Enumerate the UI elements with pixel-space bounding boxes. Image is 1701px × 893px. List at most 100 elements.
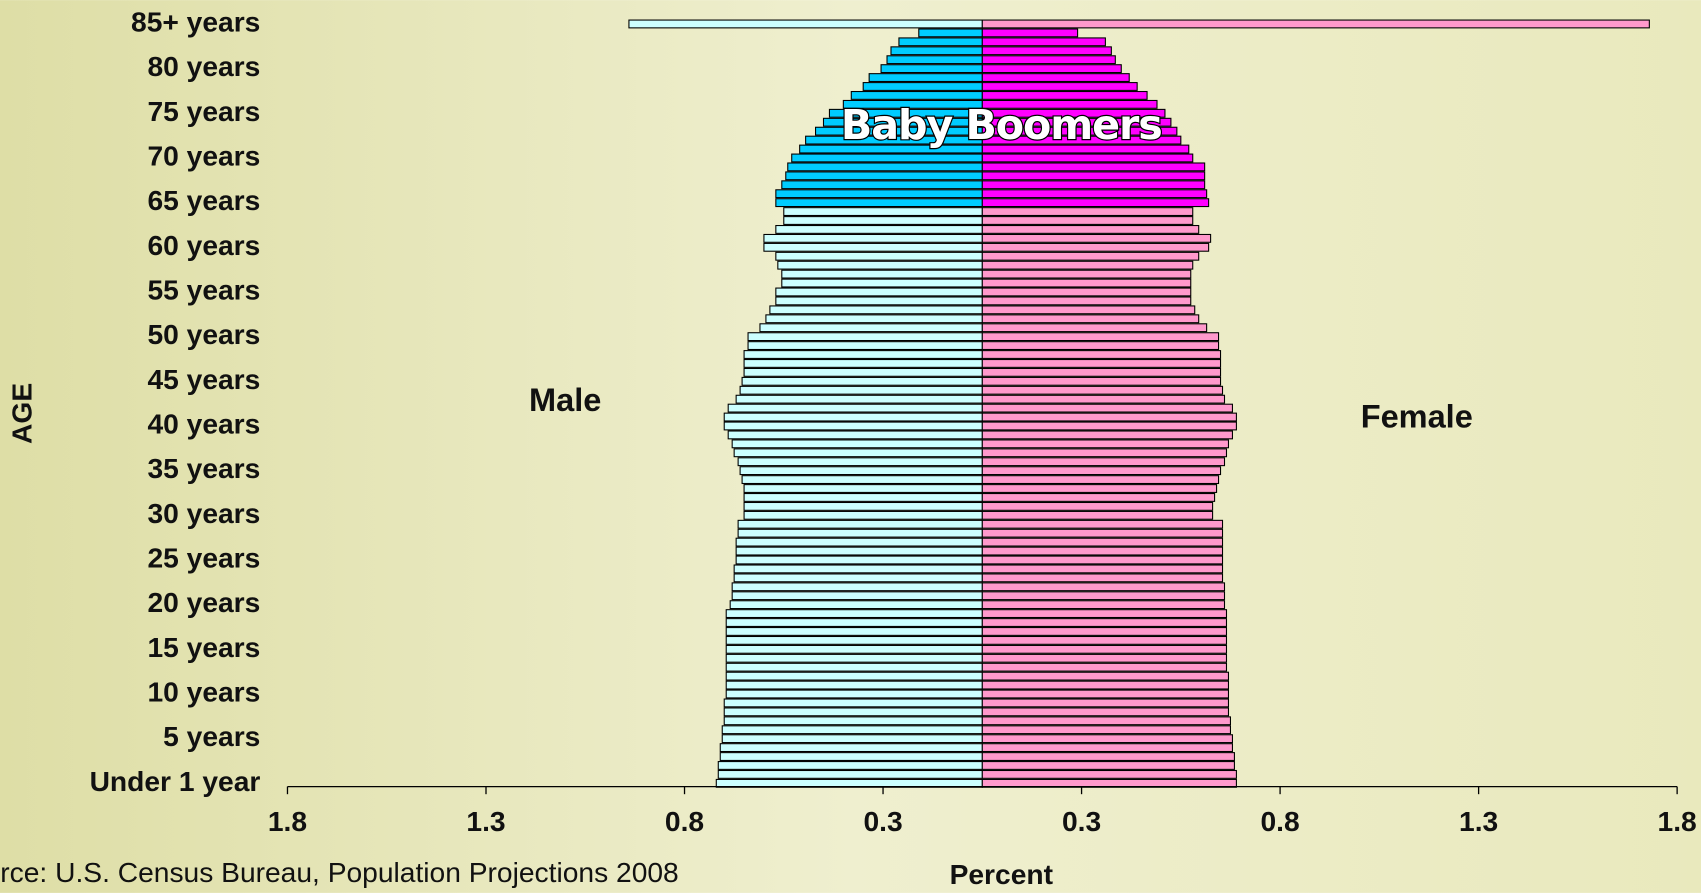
bar [723, 421, 983, 431]
bar [759, 323, 983, 333]
bar [981, 475, 1220, 485]
bar [791, 153, 983, 163]
bar [775, 287, 983, 297]
y-tick-label: 75 years [147, 95, 260, 127]
bar [981, 394, 1226, 404]
bar [981, 19, 1650, 29]
y-tick-label: 60 years [147, 229, 260, 261]
bar [981, 510, 1214, 520]
y-tick-label: 5 years [163, 720, 260, 752]
bar [880, 64, 983, 74]
series-label: Female [1361, 398, 1473, 434]
bar [890, 46, 983, 56]
bar [727, 430, 983, 440]
bar [981, 233, 1212, 243]
bar [747, 341, 983, 351]
bar [781, 269, 983, 279]
bar [981, 618, 1228, 627]
bar [628, 19, 983, 29]
bar [981, 609, 1228, 619]
bar [739, 385, 983, 395]
bar [777, 260, 983, 270]
bar [741, 475, 983, 485]
y-tick-label: 80 years [147, 50, 260, 82]
bar [981, 323, 1208, 333]
bar [981, 108, 1166, 118]
bar [981, 778, 1237, 788]
bar [981, 466, 1222, 476]
y-tick-label: 20 years [147, 586, 260, 618]
bar [981, 376, 1222, 386]
bar [723, 412, 983, 422]
annotation: Baby Boomers [841, 101, 1162, 149]
bar [981, 350, 1222, 359]
bar [981, 537, 1224, 547]
bar [981, 28, 1079, 38]
bar [725, 671, 983, 681]
y-tick-label: 30 years [147, 497, 260, 529]
y-tick-label: 55 years [147, 273, 260, 305]
bar [868, 73, 983, 83]
bar [981, 135, 1182, 145]
bar [735, 537, 983, 547]
bar [981, 421, 1237, 431]
bar [981, 260, 1194, 270]
y-tick-label: 25 years [147, 541, 260, 573]
bar [731, 591, 983, 601]
bar [981, 635, 1228, 645]
bar [886, 55, 983, 65]
bar [981, 224, 1200, 234]
bar [981, 484, 1218, 493]
bar [781, 278, 983, 288]
bar [763, 233, 983, 243]
y-axis-label: AGE [5, 383, 37, 444]
bar [723, 716, 983, 726]
bar [981, 457, 1226, 467]
bar [737, 528, 983, 538]
bar [725, 635, 983, 645]
bar [981, 332, 1220, 342]
bar [981, 162, 1206, 172]
bar [898, 37, 983, 47]
bar [725, 618, 983, 627]
y-tick-label: 40 years [147, 407, 260, 439]
bar [981, 573, 1224, 583]
bar [725, 680, 983, 690]
bar [981, 769, 1237, 779]
bar [775, 198, 983, 208]
bar [981, 46, 1112, 56]
bar [981, 591, 1226, 601]
bar [769, 305, 983, 315]
bar [739, 466, 983, 476]
bar [981, 171, 1206, 181]
bar [981, 519, 1224, 529]
bar [981, 680, 1230, 690]
bar [981, 627, 1228, 636]
bar [731, 582, 983, 592]
bar [981, 528, 1224, 538]
bar [981, 82, 1138, 91]
bar [723, 707, 983, 717]
bar [783, 216, 983, 225]
bar [743, 484, 983, 493]
bar [981, 501, 1214, 511]
bar [981, 55, 1116, 65]
bar [717, 769, 983, 779]
bar [737, 457, 983, 467]
x-axis-label: Percent [950, 858, 1054, 890]
source: Source: U.S. Census Bureau, Population P… [0, 856, 679, 888]
bar [981, 439, 1230, 449]
bar [981, 644, 1228, 654]
bar [735, 546, 983, 556]
bar [981, 367, 1222, 377]
bar [981, 287, 1192, 297]
bar [719, 743, 983, 753]
y-tick-label: 50 years [147, 318, 260, 350]
bar [981, 64, 1122, 74]
bar [725, 627, 983, 636]
bar [743, 358, 983, 368]
bar [981, 689, 1230, 699]
plot-area [628, 19, 1650, 788]
bar [981, 251, 1200, 261]
